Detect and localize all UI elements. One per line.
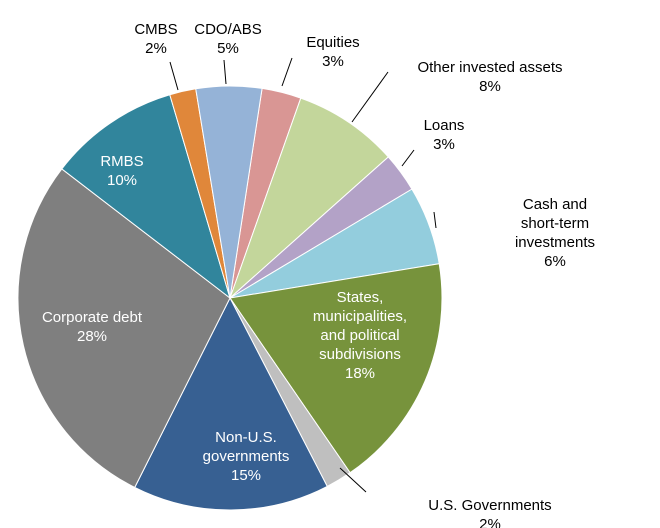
slice-label: RMBS 10% bbox=[100, 152, 143, 190]
slice-label: CDO/ABS 5% bbox=[194, 20, 262, 58]
slice-value: 2% bbox=[479, 516, 501, 528]
slice-label: CMBS 2% bbox=[134, 20, 177, 58]
slice-value: 6% bbox=[544, 253, 566, 270]
slice-value: 2% bbox=[145, 40, 167, 57]
slice-label: Other invested assets 8% bbox=[417, 58, 562, 96]
slice-name: Other invested assets bbox=[417, 59, 563, 76]
pie-slice bbox=[17, 168, 231, 489]
pie-slice bbox=[229, 97, 389, 299]
pie-slice bbox=[134, 296, 328, 511]
slice-label: States, municipalities, and political su… bbox=[313, 288, 407, 383]
slice-value: 3% bbox=[433, 136, 455, 153]
slice-label: U.S. Governments 2% bbox=[428, 496, 551, 528]
pie-slice bbox=[195, 85, 263, 299]
slice-value: 15% bbox=[230, 467, 262, 484]
slice-label: Loans 3% bbox=[424, 116, 465, 154]
slice-name: Non-U.S. governments bbox=[202, 429, 290, 465]
slice-name: Corporate debt bbox=[41, 309, 143, 326]
slice-name: Cash and short-term investments bbox=[514, 196, 596, 251]
leader-line bbox=[223, 59, 227, 85]
slice-value: 3% bbox=[322, 53, 344, 70]
slice-value: 8% bbox=[479, 78, 501, 95]
slice-name: CMBS bbox=[134, 21, 178, 38]
leader-line bbox=[169, 61, 179, 91]
slice-name: Equities bbox=[306, 34, 360, 51]
leader-line bbox=[401, 149, 415, 167]
slice-name: U.S. Governments bbox=[428, 497, 552, 514]
pie-slice bbox=[229, 263, 443, 474]
leader-line bbox=[351, 71, 389, 123]
slice-value: 5% bbox=[217, 40, 239, 57]
leader-line bbox=[281, 57, 293, 87]
leader-line bbox=[433, 211, 437, 229]
slice-label: Non-U.S. governments 15% bbox=[203, 428, 290, 485]
slice-name: States, municipalities, and political su… bbox=[312, 289, 408, 363]
slice-label: Equities 3% bbox=[306, 33, 359, 71]
pie-slice bbox=[61, 94, 231, 300]
slice-label: Cash and short-term investments 6% bbox=[503, 195, 608, 271]
slice-name: Loans bbox=[423, 117, 465, 134]
slice-value: 28% bbox=[76, 328, 108, 345]
slice-name: RMBS bbox=[100, 153, 144, 170]
slice-label: Corporate debt 28% bbox=[42, 308, 142, 346]
leader-line bbox=[339, 467, 367, 493]
slice-value: 10% bbox=[106, 172, 138, 189]
slice-value: 18% bbox=[344, 365, 376, 382]
slice-name: CDO/ABS bbox=[194, 21, 262, 38]
